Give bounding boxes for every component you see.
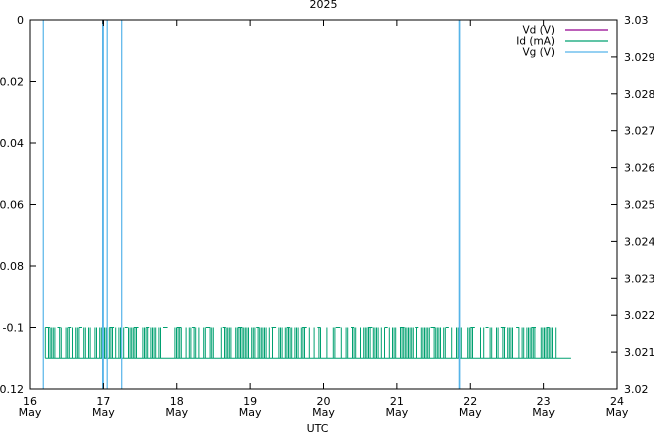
x-tick-label-day: 17: [96, 395, 110, 408]
x-tick-label-day: 20: [317, 395, 331, 408]
y-tick-label: 0: [17, 14, 24, 27]
x-tick-label-day: 23: [537, 395, 551, 408]
chart-title: 2025: [310, 0, 338, 11]
y-tick-label: -0.04: [0, 137, 24, 150]
x-tick-label-day: 16: [23, 395, 37, 408]
plot-data-layer: [42, 20, 571, 389]
y2-tick-label: 3.024: [624, 235, 654, 248]
x-tick-label-month: May: [239, 406, 262, 419]
legend: Vd (V)Id (mA)Vg (V): [516, 25, 608, 59]
x-tick-label-month: May: [459, 406, 482, 419]
x-tick-label-day: 24: [610, 395, 624, 408]
x-tick-label-day: 19: [243, 395, 257, 408]
y2-tick-label: 3.026: [624, 162, 654, 175]
y2-tick-label: 3.022: [624, 309, 654, 322]
axis-ticks: 16May17May18May19May20May21May22May23May…: [0, 14, 654, 419]
y-tick-label: -0.12: [0, 383, 24, 396]
x-tick-label-month: May: [386, 406, 409, 419]
y2-tick-label: 3.025: [624, 199, 654, 212]
legend-label: Id (mA): [516, 36, 555, 48]
legend-label: Vd (V): [522, 25, 555, 37]
y2-tick-label: 3.03: [624, 14, 649, 27]
x-tick-label-month: May: [19, 406, 42, 419]
x-tick-label-month: May: [165, 406, 188, 419]
x-axis-label: UTC: [307, 422, 329, 432]
y2-tick-label: 3.028: [624, 88, 654, 101]
x-tick-label-day: 21: [390, 395, 404, 408]
x-tick-label-month: May: [532, 406, 555, 419]
y-tick-label: -0.06: [0, 199, 24, 212]
y2-tick-label: 3.027: [624, 125, 654, 138]
y2-tick-label: 3.021: [624, 346, 654, 359]
y2-tick-label: 3.029: [624, 51, 654, 64]
x-tick-label-month: May: [92, 406, 115, 419]
y2-tick-label: 3.023: [624, 272, 654, 285]
series-id-ma: [44, 327, 571, 359]
series-vg-v: [42, 20, 461, 389]
y-tick-label: -0.08: [0, 260, 24, 273]
x-tick-label-month: May: [606, 406, 629, 419]
legend-label: Vg (V): [522, 47, 555, 59]
y-tick-label: -0.1: [3, 322, 24, 335]
x-tick-label-month: May: [312, 406, 335, 419]
y2-tick-label: 3.02: [624, 383, 649, 396]
y-tick-label: -0.02: [0, 76, 24, 89]
x-tick-label-day: 22: [463, 395, 477, 408]
x-tick-label-day: 18: [170, 395, 184, 408]
